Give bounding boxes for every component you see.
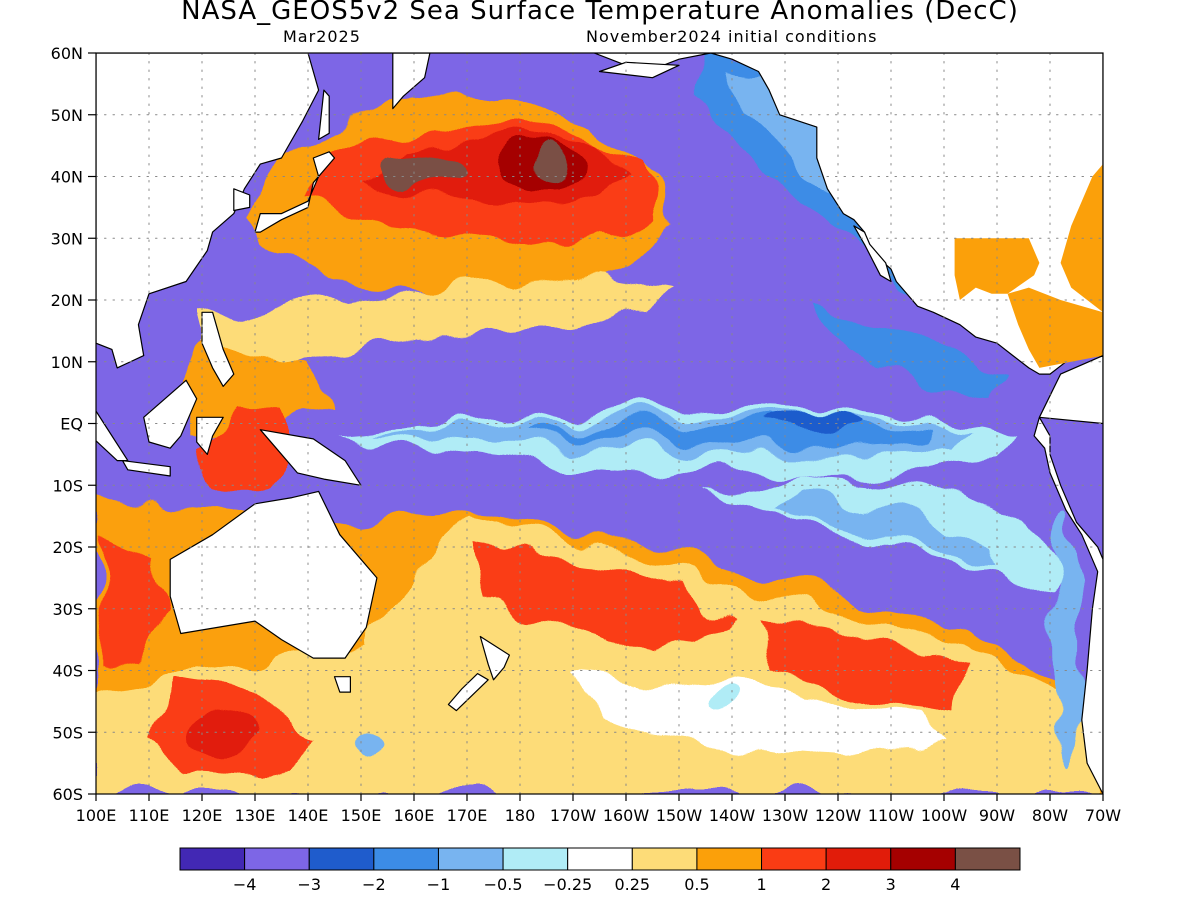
colorbar-label: 4 bbox=[950, 875, 960, 894]
colorbar-swatch bbox=[373, 847, 439, 871]
colorbar-label: 2 bbox=[821, 875, 831, 894]
anomaly-region bbox=[774, 491, 997, 572]
anomaly-region bbox=[376, 151, 462, 189]
anomaly-region bbox=[202, 275, 679, 375]
colorbar-label: −2 bbox=[362, 875, 386, 894]
colorbar-swatch bbox=[502, 847, 569, 871]
colorbar-swatch bbox=[696, 847, 763, 871]
lon-tick-label: 140W bbox=[709, 806, 756, 825]
colorbar: −4 −3 −2 −1 −0.5 −0.25 0.25 0.5 1 2 3 4 bbox=[179, 847, 1021, 894]
lon-tick-label: 150W bbox=[656, 806, 703, 825]
sea-area bbox=[1007, 287, 1103, 368]
init-conditions-label: November2024 initial conditions bbox=[586, 27, 878, 46]
lon-tick-label: 160E bbox=[394, 806, 435, 825]
lon-tick-label: 160W bbox=[603, 806, 650, 825]
axis-ticks: 60N 50N 40N 30N 20N 10N EQ 10S 20S 30S 40S 50S 60S 10… bbox=[51, 44, 1122, 825]
lon-tick-label: 100W bbox=[921, 806, 968, 825]
colorbar-swatch bbox=[890, 847, 956, 871]
anomaly-region bbox=[700, 691, 743, 712]
lat-tick-label: 10S bbox=[52, 476, 83, 495]
land-mass bbox=[259, 429, 362, 486]
land-mass bbox=[333, 676, 351, 693]
lon-tick-label: 110E bbox=[129, 806, 170, 825]
colorbar-swatch bbox=[954, 847, 1021, 871]
lat-tick-label: 60N bbox=[51, 44, 83, 63]
lon-tick-label: 170W bbox=[550, 806, 597, 825]
lat-tick-label: 40S bbox=[52, 662, 83, 681]
lat-tick-label: 60S bbox=[52, 785, 83, 804]
colorbar-swatch bbox=[437, 847, 504, 871]
lat-tick-label: 50N bbox=[51, 106, 83, 125]
land-mass bbox=[392, 53, 431, 110]
land-mass bbox=[121, 460, 171, 477]
land-mass bbox=[169, 490, 378, 659]
lat-tick-label: 40N bbox=[51, 168, 83, 187]
lon-tick-label: 70W bbox=[1085, 806, 1121, 825]
colorbar-label: 1 bbox=[756, 875, 766, 894]
lon-tick-label: 130W bbox=[762, 806, 809, 825]
land-mass bbox=[96, 410, 129, 462]
lon-tick-label: 110W bbox=[868, 806, 915, 825]
colorbar-label: −1 bbox=[427, 875, 451, 894]
anomaly-region bbox=[769, 413, 865, 434]
colorbar-label: 0.5 bbox=[684, 875, 709, 894]
lat-tick-label: 50S bbox=[52, 723, 83, 742]
anomaly-region bbox=[1052, 516, 1080, 764]
lon-tick-label: 130E bbox=[235, 806, 276, 825]
forecast-month-label: Mar2025 bbox=[283, 27, 361, 46]
colorbar-swatch bbox=[761, 847, 827, 871]
map-title: NASA_GEOS5v2 Sea Surface Temperature Ano… bbox=[181, 0, 1019, 26]
anomaly-region bbox=[758, 621, 971, 708]
colorbar-swatch bbox=[631, 847, 698, 871]
anomaly-region bbox=[202, 411, 298, 486]
colorbar-label: −0.5 bbox=[484, 875, 523, 894]
lat-tick-label: 10N bbox=[51, 353, 83, 372]
colorbar-label: −3 bbox=[297, 875, 321, 894]
lon-tick-label: 140E bbox=[288, 806, 329, 825]
lon-tick-label: 170E bbox=[447, 806, 488, 825]
lat-tick-label: 20N bbox=[51, 291, 83, 310]
lon-tick-label: 180 bbox=[505, 806, 536, 825]
land-mass bbox=[318, 89, 330, 140]
map-gridlines bbox=[96, 53, 1103, 794]
land-mass bbox=[254, 151, 336, 233]
land-mass bbox=[201, 311, 235, 387]
land-mass bbox=[479, 635, 510, 681]
colorbar-swatch bbox=[825, 847, 892, 871]
anomaly-region bbox=[101, 534, 171, 671]
colorbar-label: −0.25 bbox=[543, 875, 592, 894]
lat-tick-label: 20S bbox=[52, 538, 83, 557]
land-mass bbox=[233, 188, 251, 212]
land-mass bbox=[96, 53, 320, 369]
colorbar-swatch bbox=[244, 847, 310, 871]
colorbar-swatch bbox=[308, 847, 375, 871]
land-mass bbox=[853, 225, 892, 283]
anomaly-region bbox=[811, 300, 1008, 399]
land-mass bbox=[196, 416, 224, 455]
lon-tick-label: 100E bbox=[76, 806, 117, 825]
land-mass bbox=[447, 672, 489, 712]
lat-tick-label: 30N bbox=[51, 229, 83, 248]
anomaly-region bbox=[573, 670, 944, 757]
anomaly-region bbox=[196, 713, 261, 751]
lat-tick-label: EQ bbox=[60, 415, 83, 434]
land-mass bbox=[598, 61, 680, 79]
colorbar-label: −4 bbox=[233, 875, 257, 894]
lon-tick-label: 120E bbox=[182, 806, 223, 825]
lon-tick-label: 80W bbox=[1032, 806, 1068, 825]
colorbar-swatch bbox=[179, 847, 246, 871]
land-mass bbox=[143, 379, 198, 449]
land-masses bbox=[96, 53, 1103, 794]
colorbar-swatch bbox=[567, 847, 633, 871]
lon-tick-label: 90W bbox=[979, 806, 1015, 825]
sea-area bbox=[954, 238, 1040, 300]
anomaly-region bbox=[535, 148, 568, 180]
colorbar-label: 3 bbox=[886, 875, 896, 894]
anomaly-region bbox=[467, 547, 732, 646]
lon-tick-label: 120W bbox=[815, 806, 862, 825]
lon-tick-label: 150E bbox=[341, 806, 382, 825]
lat-tick-label: 30S bbox=[52, 600, 83, 619]
colorbar-label: 0.25 bbox=[614, 875, 650, 894]
